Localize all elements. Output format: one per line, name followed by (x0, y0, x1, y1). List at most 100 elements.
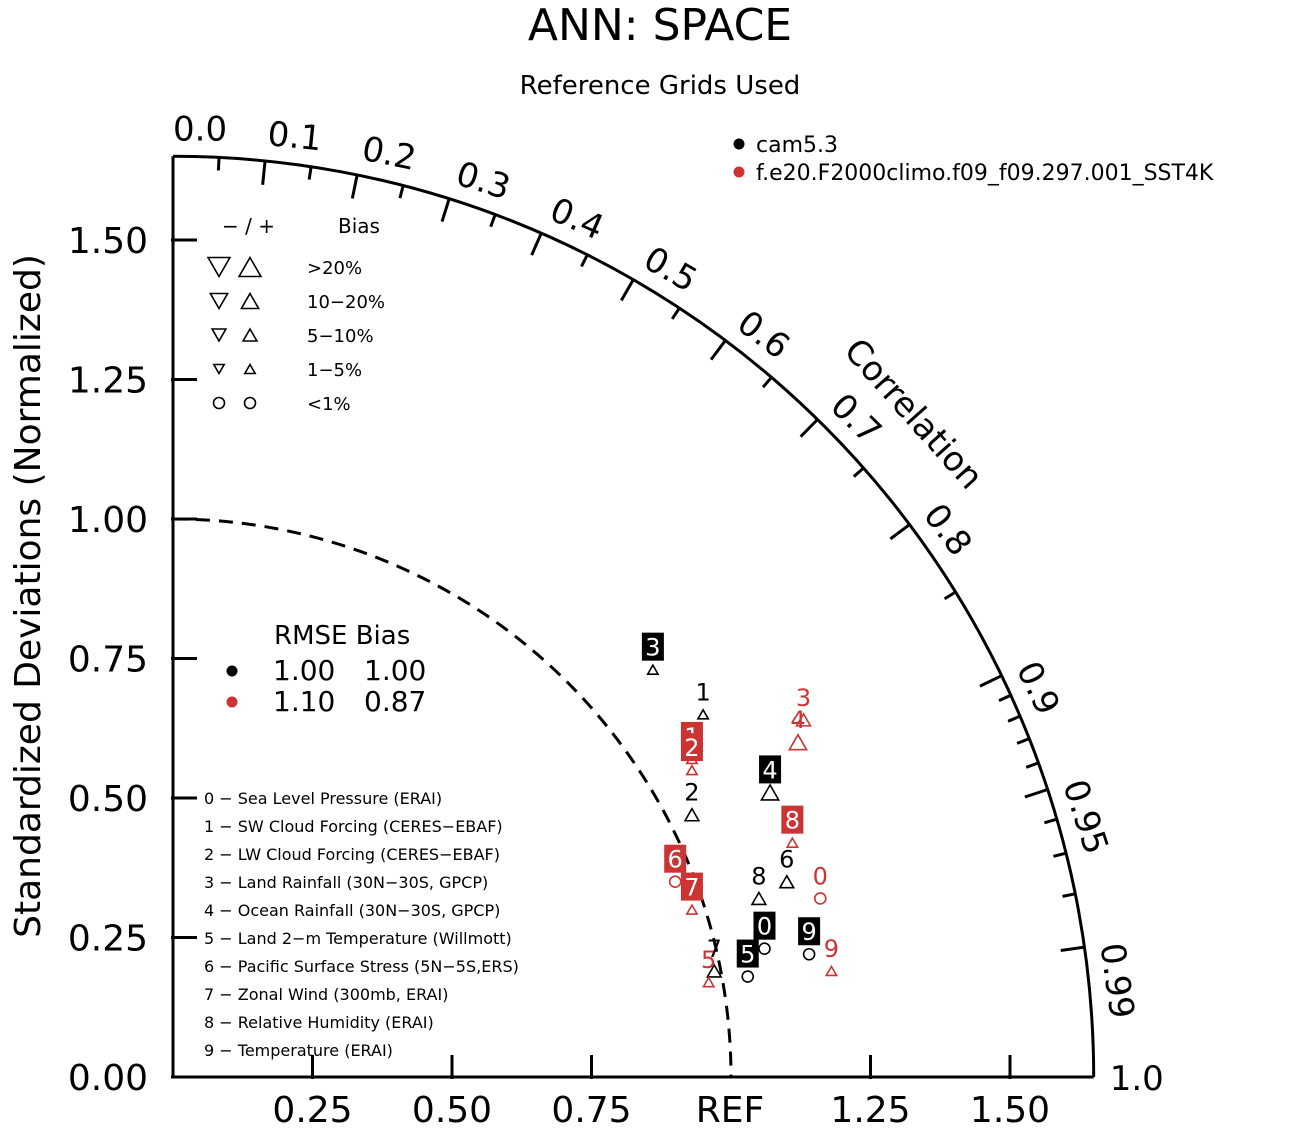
data-point: 7 (705, 935, 723, 978)
point-label: 4 (762, 756, 777, 784)
rmse-table-rmse: 1.10 (273, 685, 335, 718)
x-tick-label: 0.25 (272, 1090, 352, 1131)
corr-minor-tick (1016, 737, 1030, 745)
corr-minor-tick (1025, 761, 1039, 769)
variable-legend-item: 9 − Temperature (ERAI) (204, 1041, 393, 1060)
point-label-box (641, 632, 664, 661)
corr-tick (979, 674, 1003, 688)
bias-legend-down-triangle (206, 256, 232, 279)
variable-legend-item: 3 − Land Rainfall (30N−30S, GPCP) (204, 873, 488, 892)
point-marker (795, 712, 812, 727)
corr-tick (799, 418, 819, 438)
bias-legend-up-triangle (237, 255, 263, 278)
point-label: 6 (668, 846, 683, 874)
plot-axes (171, 154, 1096, 1079)
point-marker (685, 903, 699, 915)
corr-minor-tick (1053, 851, 1067, 858)
variable-legend-item: 8 − Relative Humidity (ERAI) (204, 1013, 434, 1032)
corr-tick-label: 0.6 (730, 303, 797, 367)
point-label: 0 (757, 913, 772, 941)
point-label: 8 (751, 862, 766, 890)
corr-minor-tick (943, 590, 957, 601)
point-marker (760, 783, 781, 801)
bias-legend-up-triangle (241, 327, 259, 342)
rmse-table-rmse: 1.00 (273, 654, 335, 687)
corr-minor-tick (216, 157, 221, 171)
point-marker (802, 947, 816, 961)
corr-tick (620, 278, 635, 302)
y-tick-label: 0.75 (68, 640, 148, 681)
corr-tick-label: 0.3 (451, 154, 515, 208)
data-points: 01234567890123456789 (641, 632, 839, 988)
data-point: 1 (695, 678, 711, 720)
point-label: 3 (645, 634, 660, 662)
data-point: 9 (824, 935, 839, 977)
point-marker (787, 733, 808, 751)
rmse-table-bias: 0.87 (364, 685, 426, 718)
data-point: 6 (664, 844, 687, 889)
corr-minor-tick (580, 254, 589, 268)
corr-minor-tick (398, 185, 405, 199)
point-marker (813, 892, 827, 905)
y-tick-label: 1.00 (68, 500, 148, 541)
point-marker (824, 964, 838, 977)
point-marker (785, 836, 799, 848)
corr-minor-tick (1007, 714, 1021, 723)
corr-tick (440, 198, 451, 223)
x-tick-label: 0.75 (551, 1090, 631, 1131)
corr-tick-label: 0.8 (915, 496, 979, 563)
point-label: 5 (701, 946, 716, 974)
corr-tick-label: 1.0 (1110, 1059, 1164, 1099)
data-point: 7 (680, 872, 703, 915)
data-point: 5 (701, 946, 716, 988)
variable-legend-item: 2 − LW Cloud Forcing (CERES−EBAF) (204, 845, 500, 864)
point-label: 3 (796, 684, 811, 712)
point-label: 2 (684, 734, 699, 762)
chart-subtitle: Reference Grids Used (520, 71, 801, 101)
point-label: 2 (684, 779, 699, 807)
bias-legend-label: 1−5% (307, 360, 362, 381)
corr-tick-label: 0.5 (637, 239, 704, 301)
rmse-table-dot (226, 665, 238, 677)
point-marker (758, 942, 771, 955)
corr-minor-tick (852, 466, 865, 478)
data-point: 4 (787, 706, 808, 751)
legend-series-label: f.e20.F2000climo.f09_f09.297.001_SST4K (756, 161, 1214, 186)
data-point: 0 (813, 862, 828, 905)
corr-tick-label: 0.1 (266, 114, 324, 159)
point-label: 7 (684, 874, 699, 902)
data-point: 9 (798, 917, 821, 961)
data-point: 8 (750, 862, 768, 906)
corr-tick (1060, 945, 1085, 952)
data-point: 6 (778, 846, 796, 889)
variable-legend-item: 5 − Land 2−m Temperature (Willmott) (204, 929, 512, 948)
corr-minor-tick (670, 307, 681, 320)
bias-legend-up-triangle (243, 362, 257, 375)
point-marker (705, 963, 723, 978)
point-label-box (680, 872, 703, 901)
data-point: 2 (680, 733, 703, 776)
point-label-box (781, 805, 804, 834)
point-marker (646, 663, 660, 675)
bias-legend-circle (212, 396, 226, 410)
point-label-box (736, 939, 759, 968)
bias-legend-down-triangle (210, 328, 228, 343)
corr-tick (709, 339, 727, 361)
point-label: 0 (813, 862, 828, 890)
data-point: 3 (641, 632, 664, 675)
y-tick-label: 0.00 (68, 1058, 148, 1099)
y-tick-label: 0.25 (68, 919, 148, 960)
point-marker (668, 875, 682, 889)
point-label: 5 (740, 941, 755, 969)
point-label: 9 (824, 935, 839, 963)
y-axis-label: Standardized Deviations (Normalized) (8, 254, 49, 938)
point-marker (702, 976, 716, 988)
axis-ticks: 0.000.250.500.751.001.251.500.25 0.50 0.75… (68, 109, 1164, 1131)
legend-dot (733, 166, 745, 178)
legend: cam5.3 f.e20.F2000climo.f09_f09.297.001_S… (204, 133, 1214, 1060)
point-label: 7 (707, 935, 722, 963)
chart-title: ANN: SPACE (528, 0, 792, 51)
corr-minor-tick (998, 693, 1012, 703)
point-label-box (759, 755, 782, 784)
